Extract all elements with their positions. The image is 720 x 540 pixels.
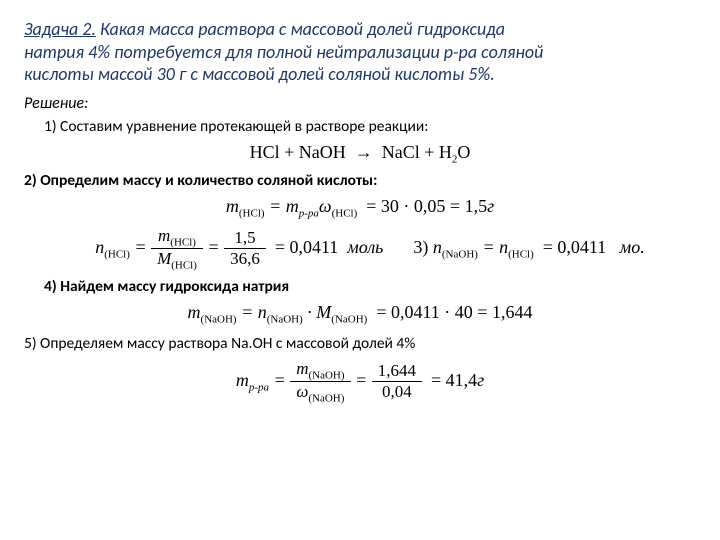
m-sol-result: = 41,4 bbox=[431, 370, 477, 390]
M-naoh-label: M bbox=[316, 302, 331, 322]
mass-hcl-calc: = 30 · 0,05 = 1,5 bbox=[366, 196, 487, 216]
omega-sub-hcl: (HCl) bbox=[332, 208, 358, 220]
reaction-lhs: HCl + NaOH bbox=[250, 142, 346, 162]
step-4: 4) Найдем массу гидроксида натрия bbox=[44, 277, 696, 296]
n-hcl-row: n(HCl) = m(HCl) M(HCl) = 1,5 36,6 = 0,04… bbox=[24, 226, 696, 272]
mass-hcl-unit: г bbox=[487, 196, 494, 216]
m-solution-equation: mр-ра = m(NaOH) ω(NaOH) = 1,644 0,04 = 4… bbox=[24, 359, 696, 405]
n-naoh-sub: (NaOH) bbox=[442, 248, 478, 260]
omega-hcl: ω bbox=[319, 196, 332, 216]
mass-hcl-equation: m(HCl) = mр-раω(HCl) = 30 · 0,05 = 1,5г bbox=[24, 196, 696, 220]
frac-num-val: 1,5 bbox=[224, 228, 266, 249]
m-naoh-label: m bbox=[188, 302, 201, 322]
m-naoh-calc: = 0,0411 · 40 = 1,644 bbox=[376, 302, 532, 322]
n-hcl-label2: n bbox=[499, 237, 508, 257]
frac-sol-num-m: m bbox=[296, 359, 308, 378]
problem-title: Задача 2. bbox=[24, 18, 96, 40]
step-1: 1) Составим уравнение протекающей в раст… bbox=[44, 117, 696, 136]
reaction-h2o-o: O bbox=[457, 142, 470, 162]
frac-sol-den-val: 0,04 bbox=[372, 382, 422, 402]
frac-den-M: M bbox=[157, 249, 171, 268]
step-3-num: 3) bbox=[413, 237, 428, 257]
n-naoh-unit: мо. bbox=[620, 237, 645, 257]
n-naoh-sub2: (NaOH) bbox=[267, 314, 303, 326]
frac-sol-num-val: 1,644 bbox=[372, 361, 422, 382]
frac-den-val: 36,6 bbox=[224, 249, 266, 269]
n-hcl-result: = 0,0411 bbox=[275, 237, 338, 257]
m-sub-hcl: (HCl) bbox=[239, 208, 265, 220]
M-naoh-sub: (NaOH) bbox=[331, 314, 367, 326]
n-naoh-label2: n bbox=[258, 302, 267, 322]
m-label: m bbox=[226, 196, 239, 216]
n-naoh-result: = 0,0411 bbox=[543, 237, 606, 257]
n-naoh-label: n bbox=[433, 237, 442, 257]
n-label: n bbox=[95, 237, 104, 257]
m-naoh-equation: m(NaOH) = n(NaOH) · M(NaOH) = 0,0411 · 4… bbox=[24, 302, 696, 326]
solution-label: Решение: bbox=[24, 94, 696, 113]
m-sol-sub-rra: р-ра bbox=[249, 382, 269, 394]
step-2: 2) Определим массу и количество соляной … bbox=[24, 171, 696, 190]
problem-text-3: кислоты массой 30 г с массовой долей сол… bbox=[24, 63, 495, 85]
m-sol-unit: г bbox=[477, 370, 484, 390]
step-5: 5) Определяем массу раствора Na.ОН с мас… bbox=[24, 334, 696, 353]
frac-num-m: m bbox=[158, 226, 170, 245]
m-naoh-sub: (NaOH) bbox=[201, 314, 237, 326]
reaction-rhs: NaCl + H bbox=[382, 142, 452, 162]
m-label-2: m bbox=[286, 196, 299, 216]
frac-sol-num-sub: (NaOH) bbox=[308, 369, 344, 381]
problem-text-1: Какая масса раствора с массовой долей ги… bbox=[96, 18, 505, 40]
n-naoh-equation: 3) n(NaOH) = n(HCl) = 0,0411 мо. bbox=[413, 237, 644, 261]
frac-sol-den-sub: (NaOH) bbox=[308, 393, 344, 405]
frac-den-sub: (HCl) bbox=[171, 259, 197, 271]
frac-sol-den-omega: ω bbox=[296, 382, 308, 401]
m-sub-rra: р-ра bbox=[299, 208, 319, 220]
m-sol-label: m bbox=[236, 370, 249, 390]
problem-statement: Задача 2. Какая масса раствора с массово… bbox=[24, 18, 696, 86]
frac-num-sub: (HCl) bbox=[170, 236, 196, 248]
reaction-equation: HCl + NaOH → NaCl + H2O bbox=[24, 142, 696, 166]
n-sub-hcl: (HCl) bbox=[104, 248, 130, 260]
problem-text-2: натрия 4% потребуется для полной нейтрал… bbox=[24, 41, 543, 63]
reaction-arrow: → bbox=[355, 142, 373, 162]
n-hcl-unit: моль bbox=[347, 237, 383, 257]
n-hcl-sub2: (HCl) bbox=[508, 248, 534, 260]
n-hcl-equation: n(HCl) = m(HCl) M(HCl) = 1,5 36,6 = 0,04… bbox=[75, 226, 383, 272]
